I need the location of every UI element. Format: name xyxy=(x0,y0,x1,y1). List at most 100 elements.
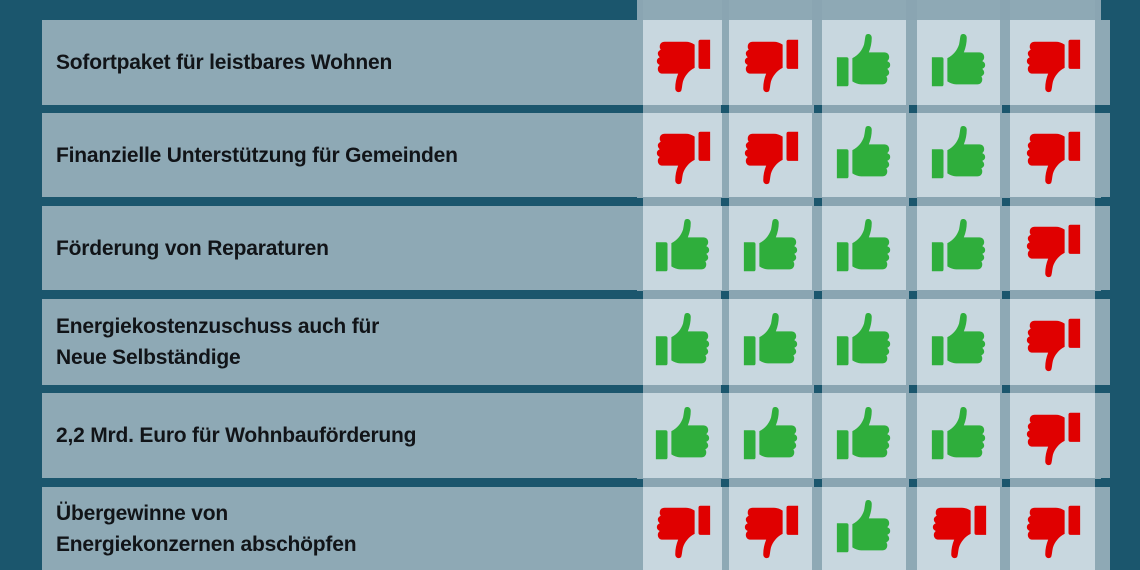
grid-joint xyxy=(814,105,822,113)
vote-cell xyxy=(643,299,722,385)
vote-cell xyxy=(822,20,906,105)
grid-joint xyxy=(909,198,917,206)
grid-joint xyxy=(814,479,822,487)
vote-cell xyxy=(643,487,722,570)
thumbs-up-icon xyxy=(652,405,714,467)
thumbs-down-icon xyxy=(652,124,714,186)
thumbs-down-icon xyxy=(1022,405,1084,467)
table-row: Förderung von Reparaturen xyxy=(42,206,1110,290)
grid-joint xyxy=(1095,198,1110,206)
vote-cell xyxy=(917,393,1000,478)
grid-joint xyxy=(635,105,643,113)
column-header-3 xyxy=(822,0,906,20)
grid-joint xyxy=(1002,291,1010,299)
thumbs-up-icon xyxy=(833,124,895,186)
thumbs-up-icon xyxy=(833,498,895,560)
thumbs-up-icon xyxy=(833,32,895,94)
grid-joint xyxy=(909,385,917,393)
vote-cell xyxy=(917,113,1000,197)
thumbs-down-icon xyxy=(1022,32,1084,94)
vote-cell xyxy=(1010,487,1095,570)
vote-cell xyxy=(917,206,1000,290)
vote-cell xyxy=(643,206,722,290)
table-row: Finanzielle Unterstützung für Gemeinden xyxy=(42,113,1110,197)
grid-joint xyxy=(814,198,822,206)
column-header-5 xyxy=(1010,0,1095,20)
thumbs-down-icon xyxy=(1022,124,1084,186)
grid-joint xyxy=(1002,105,1010,113)
thumbs-down-icon xyxy=(652,32,714,94)
vote-cell xyxy=(729,206,812,290)
grid-joint xyxy=(721,479,729,487)
vote-cell xyxy=(822,487,906,570)
thumbs-up-icon xyxy=(928,217,990,279)
thumbs-up-icon xyxy=(928,32,990,94)
vote-cell xyxy=(1010,113,1095,197)
grid-joint xyxy=(1095,105,1110,113)
thumbs-down-icon xyxy=(1022,498,1084,560)
grid-joint xyxy=(721,198,729,206)
thumbs-down-icon xyxy=(1022,217,1084,279)
grid-joint xyxy=(909,291,917,299)
row-label: Finanzielle Unterstützung für Gemeinden xyxy=(56,143,458,167)
row-label: Förderung von Reparaturen xyxy=(56,236,329,260)
vote-cell xyxy=(917,487,1000,570)
vote-cell xyxy=(822,299,906,385)
grid-joint xyxy=(635,198,643,206)
vote-cell xyxy=(1010,20,1095,105)
column-header-1 xyxy=(643,0,722,20)
grid-joint xyxy=(635,479,643,487)
thumbs-up-icon xyxy=(740,405,802,467)
row-label: Übergewinne von Energiekonzernen abschöp… xyxy=(56,501,357,556)
vote-cell xyxy=(822,393,906,478)
thumbs-up-icon xyxy=(652,217,714,279)
thumbs-down-icon xyxy=(928,498,990,560)
grid-joint xyxy=(635,291,643,299)
grid-joint xyxy=(721,385,729,393)
grid-joint xyxy=(721,105,729,113)
vote-cell xyxy=(643,20,722,105)
grid-joint xyxy=(1002,385,1010,393)
vote-cell xyxy=(643,393,722,478)
vote-cell xyxy=(729,20,812,105)
thumbs-down-icon xyxy=(652,498,714,560)
row-label: Sofortpaket für leistbares Wohnen xyxy=(56,51,393,74)
vote-cell xyxy=(822,113,906,197)
vote-cell xyxy=(917,20,1000,105)
thumbs-up-icon xyxy=(928,311,990,373)
thumbs-up-icon xyxy=(928,124,990,186)
vote-cell xyxy=(729,299,812,385)
grid-joint xyxy=(1002,198,1010,206)
thumbs-up-icon xyxy=(833,405,895,467)
vote-cell xyxy=(917,299,1000,385)
vote-cell xyxy=(1010,299,1095,385)
row-label: 2,2 Mrd. Euro für Wohnbauförderung xyxy=(56,424,417,447)
row-label: Energiekostenzuschuss auch für Neue Selb… xyxy=(56,315,380,369)
column-header-2 xyxy=(729,0,812,20)
table-row: Energiekostenzuschuss auch für Neue Selb… xyxy=(42,299,1110,385)
table-row: 2,2 Mrd. Euro für Wohnbauförderung xyxy=(42,393,1110,478)
thumbs-up-icon xyxy=(833,217,895,279)
column-header-4 xyxy=(917,0,1000,20)
vote-cell xyxy=(1010,206,1095,290)
thumbs-up-icon xyxy=(928,405,990,467)
grid-joint xyxy=(1002,479,1010,487)
grid-joint xyxy=(814,385,822,393)
thumbs-up-icon xyxy=(740,217,802,279)
thumbs-up-icon xyxy=(652,311,714,373)
grid-joint xyxy=(909,105,917,113)
vote-cell xyxy=(643,113,722,197)
table-row: Übergewinne von Energiekonzernen abschöp… xyxy=(42,487,1110,570)
thumbs-down-icon xyxy=(740,124,802,186)
vote-cell xyxy=(729,113,812,197)
thumbs-up-icon xyxy=(740,311,802,373)
grid-joint xyxy=(909,479,917,487)
grid-joint xyxy=(721,291,729,299)
grid-joint xyxy=(635,385,643,393)
grid-joint xyxy=(814,291,822,299)
grid-joint xyxy=(1095,385,1110,393)
vote-cell xyxy=(729,393,812,478)
vote-cell xyxy=(822,206,906,290)
vote-cell xyxy=(729,487,812,570)
thumbs-down-icon xyxy=(740,498,802,560)
